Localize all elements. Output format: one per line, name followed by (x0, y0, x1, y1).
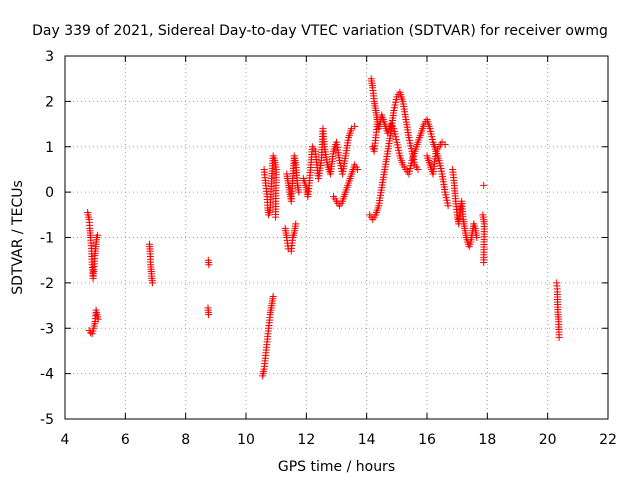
series-sdtvar (84, 75, 563, 380)
data-point (414, 165, 422, 173)
data-point (269, 292, 277, 300)
plot-frame (64, 55, 609, 420)
x-axis-label: GPS time / hours (278, 459, 395, 475)
x-tick-label: 22 (599, 432, 617, 448)
y-tick-label: 0 (45, 185, 54, 201)
grid-lines (65, 56, 608, 419)
data-point (292, 220, 300, 228)
y-tick-label: -5 (40, 412, 54, 428)
x-tick-label: 12 (297, 432, 315, 448)
data-point (473, 234, 481, 241)
data-point (205, 261, 213, 269)
data-point (205, 311, 213, 319)
data-point (373, 120, 381, 128)
x-tick-label: 20 (539, 432, 557, 448)
y-tick-label: 3 (45, 49, 54, 65)
x-tick-label: 16 (418, 432, 436, 448)
y-tick-label: 1 (45, 140, 54, 156)
data-point (148, 279, 156, 287)
y-axis-label: SDTVAR / TECUs (10, 180, 26, 295)
x-tick-label: 18 (478, 432, 496, 448)
y-tick-labels: 3 2 1 0 -1 -2 -3 -4 -5 (40, 49, 54, 428)
chart-title: Day 339 of 2021, Sidereal Day-to-day VTE… (32, 23, 608, 39)
x-tick-label: 6 (121, 432, 130, 448)
x-tick-label: 4 (61, 432, 70, 448)
data-point (480, 181, 488, 189)
axis-ticks (64, 55, 609, 420)
x-tick-labels: 4 6 8 10 12 14 16 18 20 22 (61, 432, 617, 448)
y-tick-label: -4 (40, 367, 54, 383)
data-point (272, 213, 280, 221)
data-point (480, 258, 488, 266)
data-point (94, 315, 102, 323)
data-point (94, 231, 102, 239)
data-point (441, 140, 449, 148)
data-point (354, 165, 362, 173)
x-tick-label: 10 (237, 432, 255, 448)
data-point (351, 122, 359, 130)
data-point (555, 333, 563, 341)
x-tick-label: 8 (181, 432, 190, 448)
y-tick-label: -1 (40, 231, 54, 247)
x-tick-label: 14 (358, 432, 376, 448)
data-points (84, 75, 563, 380)
y-tick-label: -2 (40, 276, 54, 292)
y-tick-label: -3 (40, 321, 54, 337)
data-point (295, 188, 303, 196)
y-tick-label: 2 (45, 94, 54, 110)
data-point (444, 202, 452, 210)
